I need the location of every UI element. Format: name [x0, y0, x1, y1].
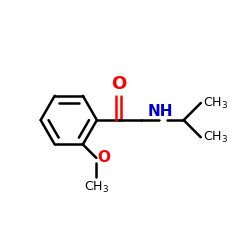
Text: CH$_3$: CH$_3$: [84, 180, 109, 196]
Text: NH: NH: [148, 104, 173, 119]
Text: O: O: [111, 75, 126, 93]
Text: CH$_3$: CH$_3$: [203, 130, 228, 145]
Text: CH$_3$: CH$_3$: [203, 96, 228, 110]
Text: O: O: [98, 150, 111, 166]
